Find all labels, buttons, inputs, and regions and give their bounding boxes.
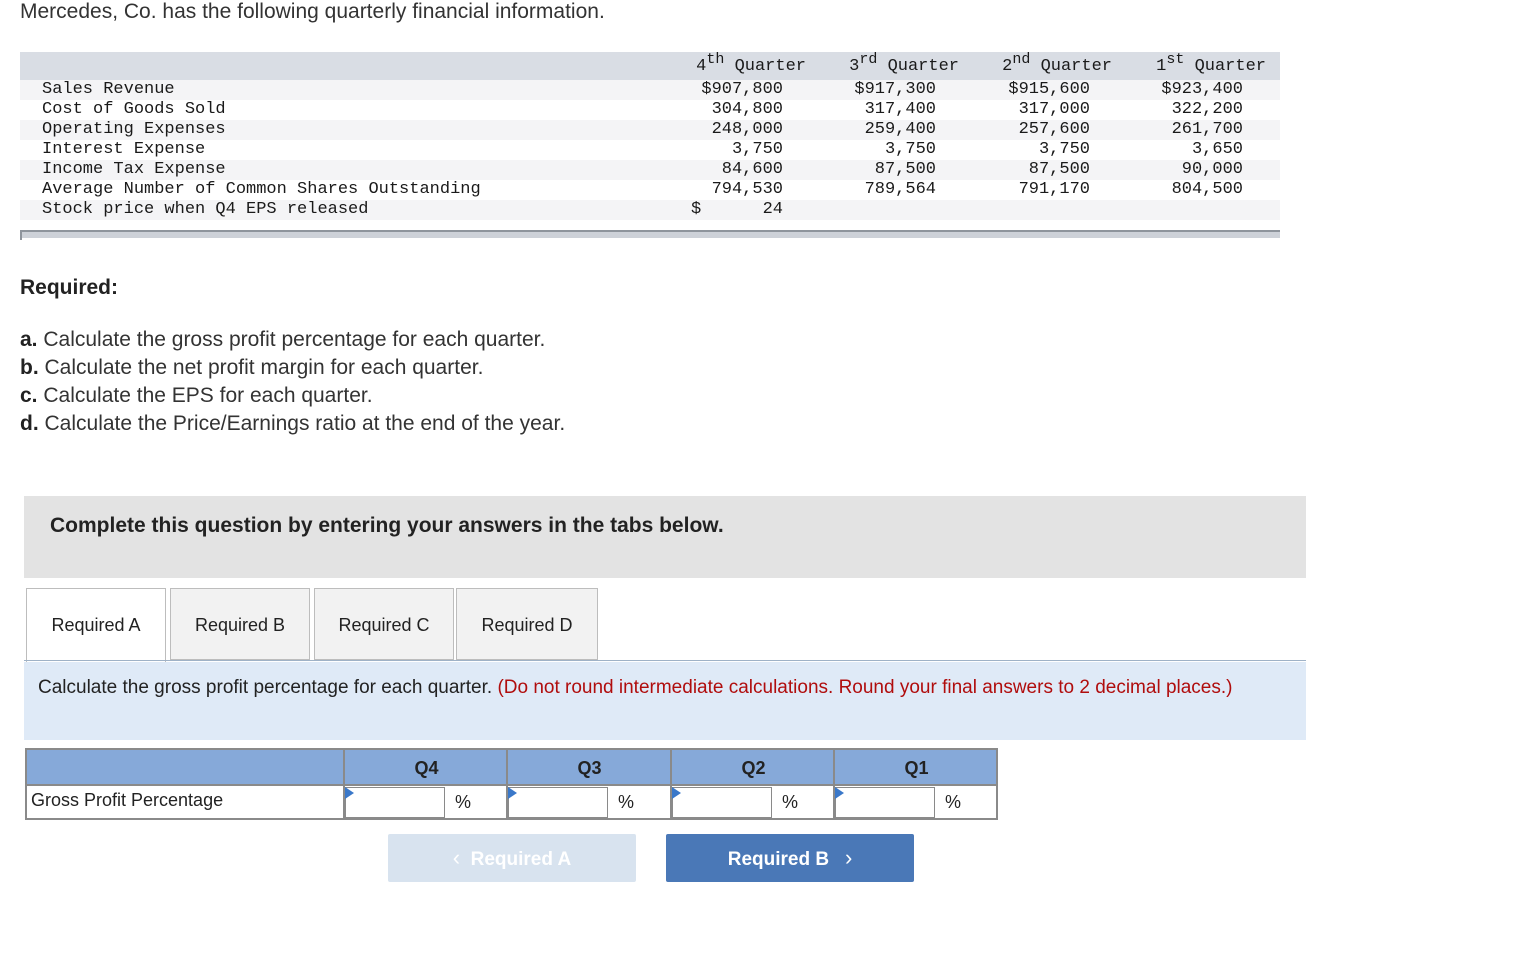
column-divider (670, 750, 672, 818)
cell-value: 804,500 (1171, 180, 1243, 199)
row-label-interest-expense: Interest Expense (42, 140, 206, 159)
required-item-a: a. Calculate the gross profit percentage… (20, 328, 546, 351)
question-instruction: Calculate the gross profit percentage fo… (24, 662, 1306, 740)
cell-value: 90,000 (1181, 160, 1243, 179)
row-band (20, 200, 1280, 220)
previous-required-a-button[interactable]: ‹ Required A (388, 834, 636, 882)
cell-value: 317,400 (864, 100, 936, 119)
q1-input-box[interactable] (835, 787, 935, 818)
q1-gross-profit-input[interactable] (836, 788, 934, 817)
instruction-text: Calculate the gross profit percentage fo… (38, 677, 1233, 698)
row-band (20, 140, 1280, 160)
column-divider (343, 750, 345, 818)
cell-value: $923,400 (1161, 80, 1243, 99)
instructions-panel: Complete this question by entering your … (24, 496, 1306, 578)
percent-sign: % (618, 792, 635, 812)
cell-value: 322,200 (1171, 100, 1243, 119)
q4-gross-profit-input[interactable] (346, 788, 444, 817)
cell-value: 248,000 (711, 120, 783, 139)
header-q3: 3rd Quarter (849, 51, 959, 76)
column-q4: Q4 (414, 758, 439, 778)
row-label-sales-revenue: Sales Revenue (42, 80, 175, 99)
tab-required-c[interactable]: Required C (314, 588, 454, 660)
row-band (20, 80, 1280, 100)
table-bottom-border (20, 230, 1280, 238)
tab-required-a[interactable]: Required A (26, 588, 166, 662)
q3-gross-profit-input[interactable] (509, 788, 607, 817)
row-label-operating-expenses: Operating Expenses (42, 120, 226, 139)
cell-value: 87,500 (874, 160, 936, 179)
tab-required-b[interactable]: Required B (170, 588, 310, 660)
chevron-right-icon: › (844, 845, 853, 870)
table-left-border (20, 230, 22, 240)
column-q1: Q1 (904, 758, 929, 778)
cell-value: $917,300 (854, 80, 936, 99)
row-label-cogs: Cost of Goods Sold (42, 100, 226, 119)
cell-value: 304,800 (711, 100, 783, 119)
column-q2: Q2 (741, 758, 766, 778)
row-label-income-tax: Income Tax Expense (42, 160, 226, 179)
cell-value: 3,750 (884, 140, 936, 159)
cell-value: 87,500 (1028, 160, 1090, 179)
required-item-c: c. Calculate the EPS for each quarter. (20, 384, 373, 407)
required-item-d: d. Calculate the Price/Earnings ratio at… (20, 412, 566, 435)
cell-value: 789,564 (864, 180, 936, 199)
cell-value: 794,530 (711, 180, 783, 199)
cell-value: 24 (762, 200, 783, 219)
cell-value: 791,170 (1018, 180, 1090, 199)
row-band (20, 160, 1280, 180)
q2-gross-profit-input[interactable] (673, 788, 771, 817)
q2-input-box[interactable] (672, 787, 772, 818)
dollar-sign: $ (691, 200, 702, 219)
column-q3: Q3 (577, 758, 602, 778)
required-list: a. Calculate the gross profit percentage… (20, 328, 565, 440)
gross-profit-percentage-label: Gross Profit Percentage (31, 790, 224, 810)
cell-value: 317,000 (1018, 100, 1090, 119)
cell-value: 3,650 (1191, 140, 1243, 159)
answer-table: Q4 Q3 Q2 Q1 Gross Profit Percentage % % … (25, 748, 998, 820)
intro-text: Mercedes, Co. has the following quarterl… (20, 0, 605, 23)
rounding-note: (Do not round intermediate calculations.… (497, 677, 1233, 698)
answer-table-header: Q4 Q3 Q2 Q1 (27, 750, 996, 786)
percent-sign: % (782, 792, 799, 812)
column-divider (506, 750, 508, 818)
cell-value: 259,400 (864, 120, 936, 139)
cell-value: 3,750 (1038, 140, 1090, 159)
column-divider (833, 750, 835, 818)
prev-button-label: Required A (470, 849, 572, 870)
tab-required-d[interactable]: Required D (456, 588, 598, 660)
header-q1: 1st Quarter (1156, 51, 1266, 76)
cell-value: $915,600 (1008, 80, 1090, 99)
percent-sign: % (455, 792, 472, 812)
cell-value: $907,800 (701, 80, 783, 99)
cell-value: 3,750 (731, 140, 783, 159)
chevron-left-icon: ‹ (452, 845, 461, 870)
percent-sign: % (945, 792, 962, 812)
row-label-shares-outstanding: Average Number of Common Shares Outstand… (42, 180, 481, 199)
financial-table: 4th Quarter 3rd Quarter 2nd Quarter 1st … (20, 52, 1280, 240)
cell-value: 84,600 (721, 160, 783, 179)
tab-divider (24, 660, 1306, 661)
row-band (20, 120, 1280, 140)
required-heading: Required: (20, 276, 119, 299)
header-q2: 2nd Quarter (1002, 51, 1112, 76)
q4-input-box[interactable] (345, 787, 445, 818)
next-button-label: Required B (727, 849, 830, 870)
q3-input-box[interactable] (508, 787, 608, 818)
cell-value: 261,700 (1171, 120, 1243, 139)
next-required-b-button[interactable]: Required B › (666, 834, 914, 882)
panel-title: Complete this question by entering your … (50, 514, 724, 537)
financial-table-header (20, 52, 1280, 80)
row-label-stock-price: Stock price when Q4 EPS released (42, 200, 369, 219)
cell-value: 257,600 (1018, 120, 1090, 139)
header-q4: 4th Quarter (696, 51, 806, 76)
required-item-b: b. Calculate the net profit margin for e… (20, 356, 484, 379)
